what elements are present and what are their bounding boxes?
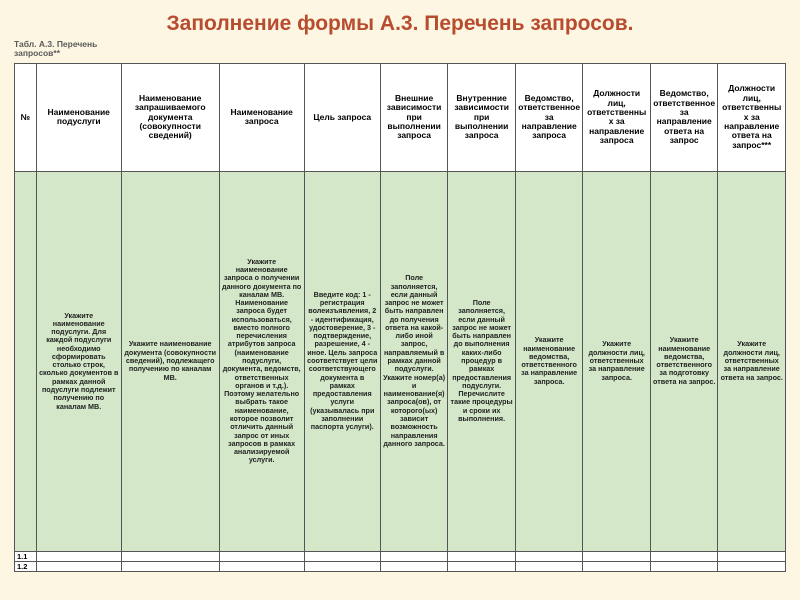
row-number: 1.1: [15, 551, 37, 561]
requests-table: № Наименование подуслуги Наименование за…: [14, 63, 786, 572]
instruction-cell: Поле заполняется, если данный запрос не …: [380, 171, 448, 551]
col-header: Ведомство, ответственное за направление …: [650, 63, 718, 171]
row-number: 1.2: [15, 561, 37, 571]
caption-line-2: запросов**: [14, 48, 60, 58]
cell: [583, 561, 651, 571]
cell: [448, 551, 516, 561]
instruction-cell: Укажите наименование ведомства, ответств…: [515, 171, 583, 551]
col-header: Должности лиц, ответственных за направле…: [583, 63, 651, 171]
table-row: 1.2: [15, 561, 786, 571]
cell: [718, 561, 786, 571]
cell: [121, 551, 219, 561]
cell: [583, 551, 651, 561]
cell: [650, 561, 718, 571]
table-caption: Табл. А.3. Перечень запросов**: [14, 40, 786, 59]
cell: [304, 551, 380, 561]
page: Заполнение формы А.3. Перечень запросов.…: [0, 0, 800, 600]
cell: [36, 551, 121, 561]
cell: [515, 561, 583, 571]
instruction-cell: Укажите должности лиц, ответственных за …: [583, 171, 651, 551]
instruction-cell: [15, 171, 37, 551]
cell: [121, 561, 219, 571]
cell: [515, 551, 583, 561]
cell: [650, 551, 718, 561]
instruction-cell: Укажите наименование запроса о получении…: [219, 171, 304, 551]
cell: [219, 551, 304, 561]
col-header: Наименование подуслуги: [36, 63, 121, 171]
instruction-cell: Поле заполняется, если данный запрос не …: [448, 171, 516, 551]
cell: [718, 551, 786, 561]
instruction-cell: Введите код: 1 - регистрация волеизъявле…: [304, 171, 380, 551]
col-header: Наименование запрашиваемого документа (с…: [121, 63, 219, 171]
cell: [380, 561, 448, 571]
cell: [36, 561, 121, 571]
col-header: Внешние зависимости при выполнении запро…: [380, 63, 448, 171]
col-header: №: [15, 63, 37, 171]
col-header: Цель запроса: [304, 63, 380, 171]
instruction-cell: Укажите наименование ведомства, ответств…: [650, 171, 718, 551]
header-row: № Наименование подуслуги Наименование за…: [15, 63, 786, 171]
instruction-cell: Укажите должности лиц, ответственных за …: [718, 171, 786, 551]
cell: [304, 561, 380, 571]
cell: [219, 561, 304, 571]
cell: [448, 561, 516, 571]
col-header: Внутренние зависимости при выполнении за…: [448, 63, 516, 171]
instruction-row: Укажите наименование подуслуги. Для кажд…: [15, 171, 786, 551]
col-header: Должности лиц, ответственных за направле…: [718, 63, 786, 171]
table-row: 1.1: [15, 551, 786, 561]
cell: [380, 551, 448, 561]
col-header: Ведомство, ответственное за направление …: [515, 63, 583, 171]
col-header: Наименование запроса: [219, 63, 304, 171]
instruction-cell: Укажите наименование подуслуги. Для кажд…: [36, 171, 121, 551]
page-title: Заполнение формы А.3. Перечень запросов.: [14, 12, 786, 36]
instruction-cell: Укажите наименование документа (совокупн…: [121, 171, 219, 551]
